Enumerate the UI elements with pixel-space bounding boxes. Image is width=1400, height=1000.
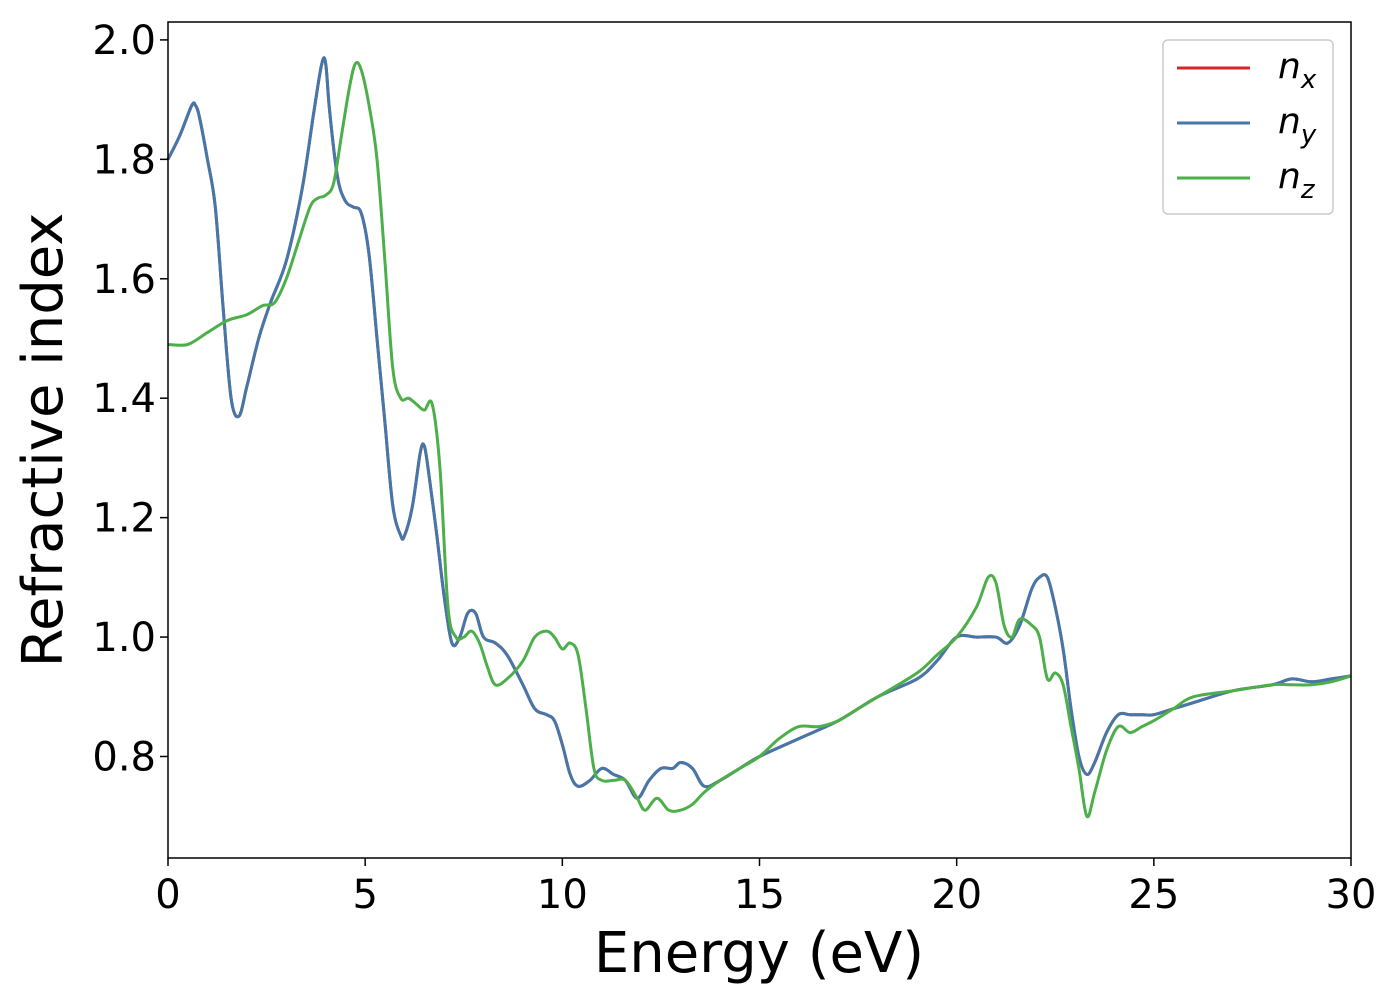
x-axis-label: Energy (eV) bbox=[594, 921, 924, 986]
series-line-nz bbox=[167, 60, 1352, 819]
x-axis: 0 5 10 15 20 25 30 bbox=[155, 858, 1376, 918]
x-tick-label: 20 bbox=[931, 872, 982, 918]
x-tick-label: 30 bbox=[1326, 872, 1377, 918]
y-tick-label: 1.2 bbox=[92, 496, 156, 542]
plot-background bbox=[168, 22, 1351, 858]
y-tick-label: 1.4 bbox=[92, 376, 156, 422]
series-layer bbox=[166, 56, 1352, 819]
legend: nx ny nz bbox=[1162, 39, 1334, 215]
y-tick-label: 1.6 bbox=[92, 257, 156, 303]
legend-label-nz: nz bbox=[1278, 156, 1316, 205]
legend-label-nx: nx bbox=[1278, 46, 1317, 95]
series-line-ny bbox=[166, 56, 1352, 800]
x-tick-label: 5 bbox=[352, 872, 377, 918]
y-tick-label: 2.0 bbox=[92, 18, 156, 64]
y-axis-label: Refractive index bbox=[11, 213, 76, 668]
x-tick-label: 10 bbox=[537, 872, 588, 918]
y-tick-label: 0.8 bbox=[92, 734, 156, 780]
legend-label-ny: ny bbox=[1278, 101, 1317, 150]
y-axis: 0.8 1.0 1.2 1.4 1.6 1.8 2.0 bbox=[92, 18, 168, 780]
y-tick-label: 1.8 bbox=[92, 137, 156, 183]
x-tick-label: 0 bbox=[155, 872, 180, 918]
x-tick-label: 15 bbox=[734, 872, 785, 918]
y-tick-label: 1.0 bbox=[92, 615, 156, 661]
legend-box bbox=[1162, 39, 1334, 215]
x-tick-label: 25 bbox=[1128, 872, 1179, 918]
